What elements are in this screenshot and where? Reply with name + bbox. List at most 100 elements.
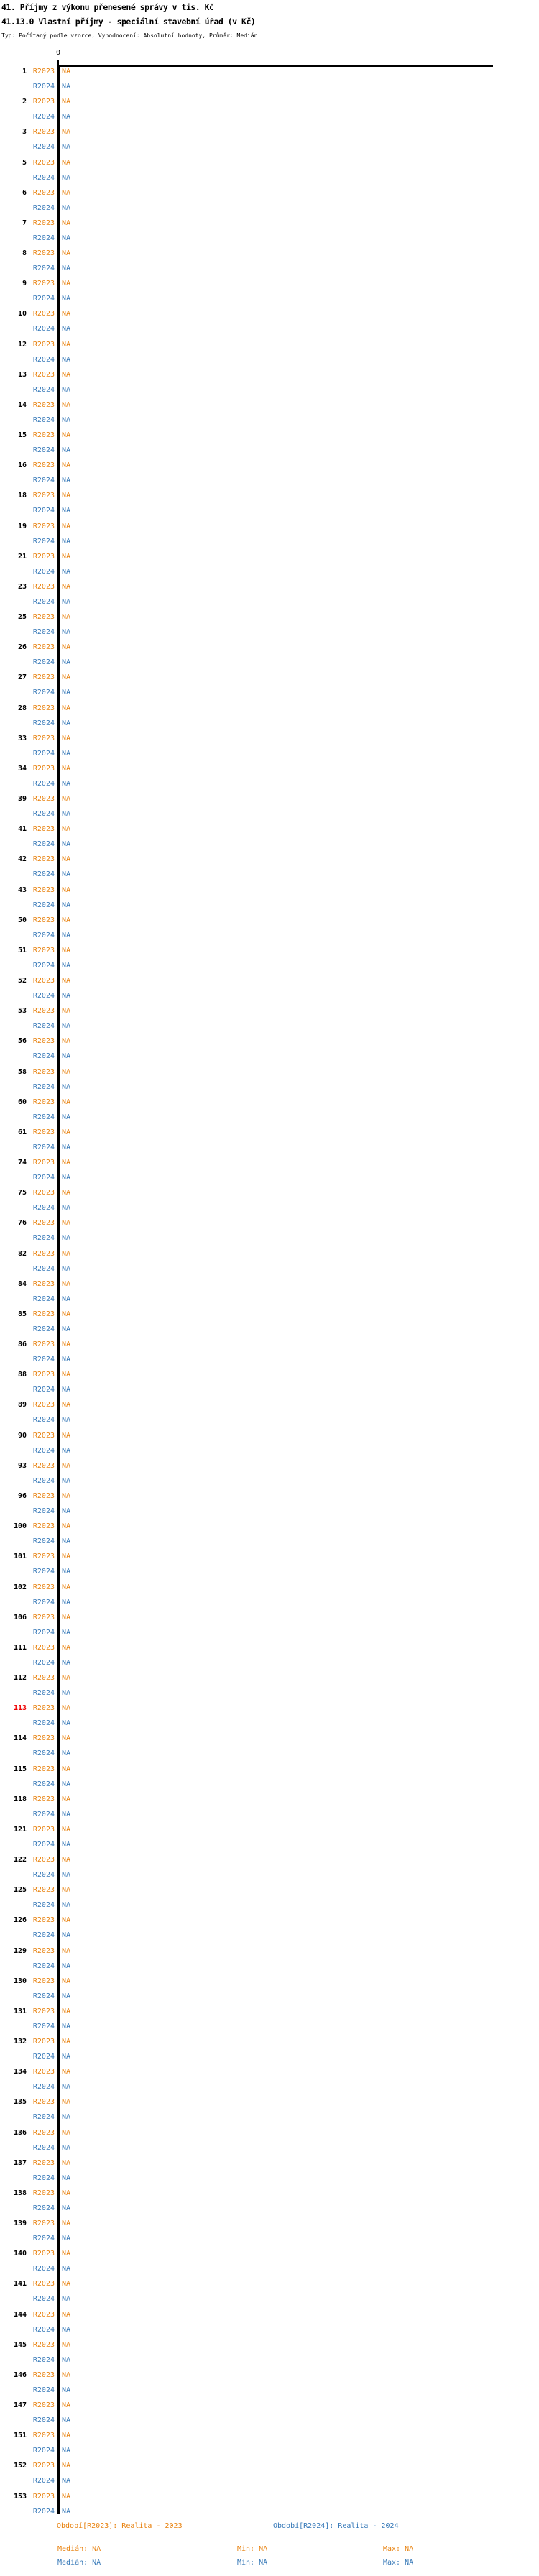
row-r2024-label: R2024 xyxy=(32,2265,55,2273)
table-row: 52 R2023 NA R2024 NA xyxy=(0,977,539,1007)
row-r2024-label: R2024 xyxy=(32,840,55,849)
row-r2023-value: NA xyxy=(62,1159,71,1167)
row-r2023-label: R2023 xyxy=(32,2007,55,2015)
row-r2023-label: R2023 xyxy=(32,1946,55,1955)
row-number: 52 xyxy=(17,977,27,985)
table-row: 21 R2023 NA R2024 NA xyxy=(0,553,539,583)
row-r2024-label: R2024 xyxy=(32,931,55,939)
row-r2023-value: NA xyxy=(62,886,71,894)
row-r2023-value: NA xyxy=(62,310,71,318)
row-r2024-value: NA xyxy=(62,1204,71,1213)
row-number: 74 xyxy=(17,1159,27,1167)
row-r2024-value: NA xyxy=(62,689,71,697)
row-r2024-label: R2024 xyxy=(32,961,55,970)
row-r2024-value: NA xyxy=(62,1052,71,1061)
row-r2023-value: NA xyxy=(62,2220,71,2228)
row-r2023-value: NA xyxy=(62,2038,71,2046)
row-r2024-label: R2024 xyxy=(32,1264,55,1273)
table-row: 2 R2023 NA R2024 NA xyxy=(0,98,539,128)
table-row: 19 R2023 NA R2024 NA xyxy=(0,523,539,553)
row-r2024-value: NA xyxy=(62,2386,71,2394)
row-r2024-label: R2024 xyxy=(32,2416,55,2425)
row-number: 126 xyxy=(13,1916,27,1925)
row-r2024-value: NA xyxy=(62,1628,71,1637)
row-r2023-value: NA xyxy=(62,340,71,349)
table-row: 18 R2023 NA R2024 NA xyxy=(0,492,539,522)
row-number: 7 xyxy=(22,218,27,227)
table-row: 9 R2023 NA R2024 NA xyxy=(0,280,539,310)
row-r2024-label: R2024 xyxy=(32,1052,55,1061)
row-r2024-value: NA xyxy=(62,2416,71,2425)
row-r2023-label: R2023 xyxy=(32,249,55,258)
row-r2024-value: NA xyxy=(62,415,71,424)
row-r2024-value: NA xyxy=(62,1901,71,1910)
row-number: 34 xyxy=(17,764,27,773)
row-r2023-value: NA xyxy=(62,2128,71,2137)
row-r2023-label: R2023 xyxy=(32,916,55,924)
row-r2023-label: R2023 xyxy=(32,1583,55,1591)
row-r2023-value: NA xyxy=(62,2250,71,2258)
row-number: 129 xyxy=(13,1946,27,1955)
table-row: 42 R2023 NA R2024 NA xyxy=(0,855,539,886)
row-r2024-label: R2024 xyxy=(32,446,55,455)
row-r2023-value: NA xyxy=(62,1310,71,1318)
table-row: 100 R2023 NA R2024 NA xyxy=(0,1522,539,1552)
row-r2024-value: NA xyxy=(62,1446,71,1455)
row-r2024-value: NA xyxy=(62,2235,71,2243)
row-r2024-label: R2024 xyxy=(32,658,55,667)
row-r2023-label: R2023 xyxy=(32,1977,55,1985)
row-r2024-value: NA xyxy=(62,477,71,485)
row-number: 53 xyxy=(17,1007,27,1016)
row-r2024-label: R2024 xyxy=(32,1082,55,1091)
table-row: 14 R2023 NA R2024 NA xyxy=(0,401,539,431)
row-r2024-value: NA xyxy=(62,597,71,606)
row-r2024-value: NA xyxy=(62,2355,71,2364)
row-r2023-label: R2023 xyxy=(32,1098,55,1106)
row-r2023-label: R2023 xyxy=(32,582,55,591)
row-r2024-value: NA xyxy=(62,2113,71,2122)
row-r2024-label: R2024 xyxy=(32,901,55,909)
row-r2024-value: NA xyxy=(62,446,71,455)
row-r2024-label: R2024 xyxy=(32,2204,55,2212)
row-number: 41 xyxy=(17,825,27,834)
row-r2024-value: NA xyxy=(62,325,71,334)
table-row: 75 R2023 NA R2024 NA xyxy=(0,1189,539,1219)
row-r2024-value: NA xyxy=(62,2477,71,2485)
row-r2024-label: R2024 xyxy=(32,1749,55,1758)
row-number: 6 xyxy=(22,188,27,197)
row-r2024-value: NA xyxy=(62,1780,71,1788)
row-number: 82 xyxy=(17,1249,27,1258)
row-r2023-label: R2023 xyxy=(32,1461,55,1470)
row-r2023-label: R2023 xyxy=(32,1886,55,1895)
row-r2024-label: R2024 xyxy=(32,2022,55,2030)
legend-r2023-min: Min: NA xyxy=(237,2545,268,2553)
row-r2023-value: NA xyxy=(62,1401,71,1409)
row-r2023-label: R2023 xyxy=(32,1643,55,1652)
row-number: 138 xyxy=(13,2189,27,2197)
row-r2024-value: NA xyxy=(62,2295,71,2304)
table-row: 3 R2023 NA R2024 NA xyxy=(0,128,539,158)
row-r2024-label: R2024 xyxy=(32,2477,55,2485)
table-row: 26 R2023 NA R2024 NA xyxy=(0,643,539,673)
row-r2023-value: NA xyxy=(62,68,71,75)
row-r2023-value: NA xyxy=(62,2280,71,2288)
row-r2023-label: R2023 xyxy=(32,764,55,773)
row-r2023-label: R2023 xyxy=(32,461,55,470)
row-r2023-label: R2023 xyxy=(32,673,55,682)
row-r2023-value: NA xyxy=(62,98,71,106)
table-row: 61 R2023 NA R2024 NA xyxy=(0,1128,539,1159)
row-number: 28 xyxy=(17,704,27,712)
table-row: 10 R2023 NA R2024 NA xyxy=(0,310,539,340)
table-row: 122 R2023 NA R2024 NA xyxy=(0,1856,539,1886)
row-r2024-value: NA xyxy=(62,567,71,576)
row-r2023-value: NA xyxy=(62,461,71,470)
table-row: 106 R2023 NA R2024 NA xyxy=(0,1614,539,1644)
row-number: 146 xyxy=(13,2370,27,2379)
row-r2023-label: R2023 xyxy=(32,1007,55,1016)
row-number: 145 xyxy=(13,2340,27,2349)
row-r2024-value: NA xyxy=(62,1598,71,1606)
table-row: 25 R2023 NA R2024 NA xyxy=(0,613,539,643)
row-number: 125 xyxy=(13,1886,27,1895)
row-r2024-value: NA xyxy=(62,1022,71,1031)
table-row: 51 R2023 NA R2024 NA xyxy=(0,947,539,977)
